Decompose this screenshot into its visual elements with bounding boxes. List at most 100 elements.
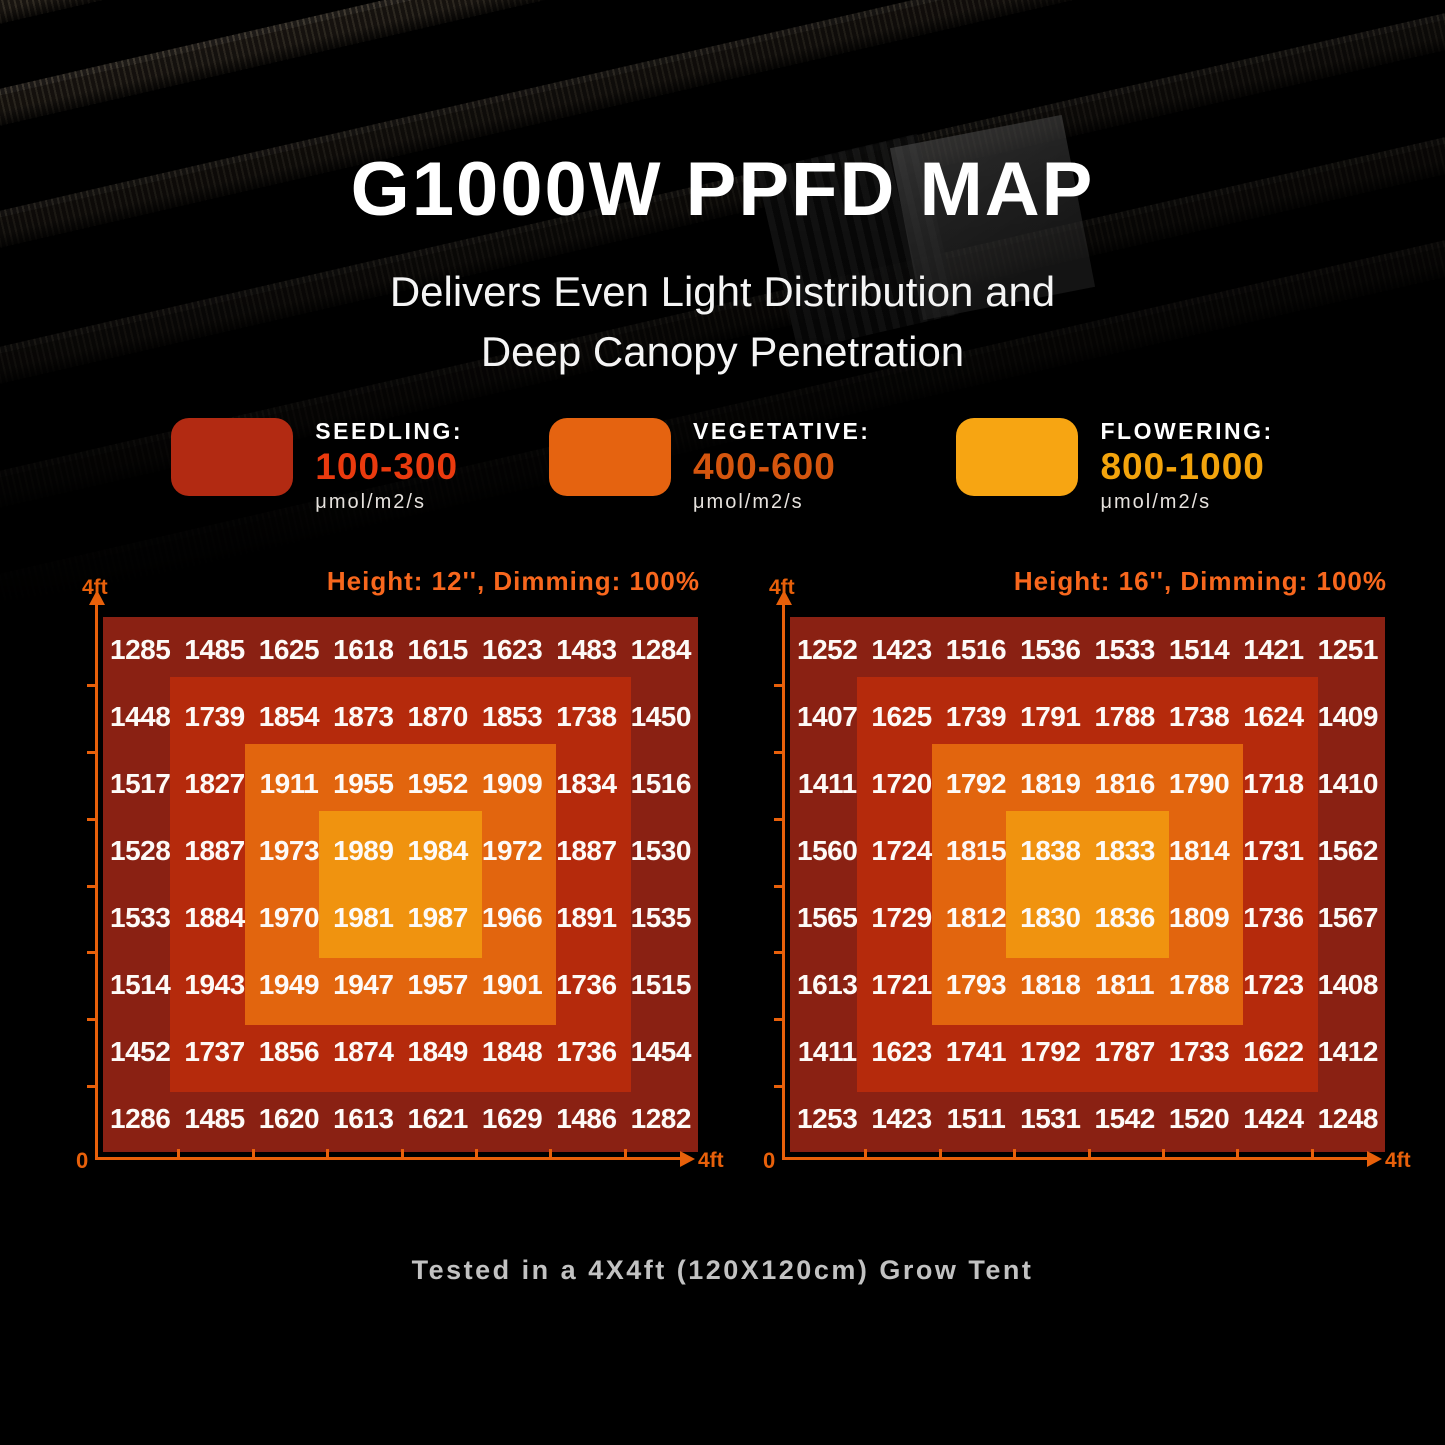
axis-tick (623, 1149, 627, 1157)
x-axis-origin-label: 0 (763, 1148, 776, 1173)
ppfd-value-cell: 1412 (1317, 1035, 1379, 1067)
ppfd-value-cell: 1874 (333, 1035, 394, 1067)
ppfd-heatmap-grid: 1252 1423 1516 1536 1533 1514 1421 1251 1407 1625… (790, 617, 1385, 1152)
ppfd-value-cell: 1720 (871, 768, 932, 800)
axis-tick (1236, 1149, 1240, 1157)
ppfd-value-cell: 1625 (258, 634, 320, 666)
ppfd-value-cell: 1450 (630, 701, 692, 733)
axis-tick (87, 884, 95, 888)
axis-tick (87, 1085, 95, 1089)
ppfd-value-cell: 1830 (1020, 901, 1081, 933)
ppfd-value-cell: 1452 (110, 1035, 171, 1067)
axis-tick (774, 951, 782, 955)
ppfd-value-cell: 1535 (630, 901, 692, 933)
ppfd-value-cell: 1787 (1094, 1035, 1156, 1067)
legend-item-flowering: FLOWERING: 800-1000 μmol/m2/s (956, 418, 1273, 514)
ppfd-value-cell: 1739 (184, 701, 245, 733)
ppfd-value-cell: 1788 (1094, 701, 1156, 733)
ppfd-value-cell: 1943 (184, 968, 245, 1000)
axis-tick (326, 1149, 330, 1157)
y-axis-arrow-icon (776, 590, 792, 605)
ppfd-value-cell: 1723 (1243, 968, 1304, 1000)
ppfd-value-cell: 1625 (871, 701, 932, 733)
heat-zone-center (1006, 810, 1169, 959)
legend-label: VEGETATIVE: (693, 418, 871, 444)
ppfd-value-cell: 1620 (258, 1102, 320, 1134)
axis-tick (774, 1018, 782, 1022)
axis-tick (774, 884, 782, 888)
ppfd-value-cell: 1516 (945, 634, 1007, 666)
ppfd-value-cell: 1741 (945, 1035, 1007, 1067)
ppfd-value-cell: 1613 (797, 968, 858, 1000)
seedling-color-swatch (171, 418, 294, 496)
y-axis-arrow-icon (89, 590, 105, 605)
ppfd-value-cell: 1511 (946, 1102, 1006, 1134)
axis-tick (774, 817, 782, 821)
x-axis-origin-label: 0 (76, 1148, 89, 1173)
y-axis-line (782, 602, 785, 1160)
ppfd-value-cell: 1565 (797, 901, 858, 933)
ppfd-value-cell: 1870 (407, 701, 469, 733)
axis-tick (474, 1149, 478, 1157)
heat-zone-center (319, 810, 482, 959)
legend-label: FLOWERING: (1100, 418, 1274, 444)
ppfd-value-cell: 1827 (184, 768, 245, 800)
ppfd-value-cell: 1972 (481, 835, 543, 867)
legend-item-vegetative: VEGETATIVE: 400-600 μmol/m2/s (549, 418, 870, 514)
ppfd-value-cell: 1788 (1168, 968, 1230, 1000)
axis-tick (774, 1085, 782, 1089)
ppfd-value-cell: 1629 (481, 1102, 543, 1134)
x-axis-max-label: 4ft (1385, 1149, 1411, 1172)
ppfd-value-cell: 1718 (1243, 768, 1304, 800)
page-title: G1000W PPFD MAP (350, 147, 1095, 232)
ppfd-value-cell: 1282 (630, 1102, 692, 1134)
ppfd-value-cell: 1738 (556, 701, 617, 733)
ppfd-value-cell: 1285 (110, 634, 171, 666)
axis-tick (1013, 1149, 1017, 1157)
ppfd-value-cell: 1966 (481, 901, 543, 933)
ppfd-value-cell: 1407 (797, 701, 858, 733)
ppfd-value-cell: 1731 (1243, 835, 1304, 867)
ppfd-value-cell: 1533 (1094, 634, 1156, 666)
x-axis-line (95, 1157, 682, 1160)
ppfd-value-cell: 1736 (556, 968, 617, 1000)
ppfd-value-cell: 1815 (945, 835, 1007, 867)
ppfd-value-cell: 1739 (945, 701, 1007, 733)
y-axis-ticks (87, 617, 95, 1152)
ppfd-value-cell: 1955 (333, 768, 394, 800)
ppfd-value-cell: 1873 (333, 701, 394, 733)
ppfd-value-cell: 1854 (258, 701, 320, 733)
ppfd-value-cell: 1818 (1020, 968, 1081, 1000)
subtitle-line-1: Delivers Even Light Distribution and (389, 268, 1056, 315)
ppfd-value-cell: 1567 (1317, 901, 1379, 933)
ppfd-value-cell: 1423 (871, 634, 932, 666)
axis-tick (177, 1149, 181, 1157)
legend-range: 400-600 (693, 446, 836, 487)
ppfd-value-cell: 1838 (1020, 835, 1081, 867)
axis-tick (400, 1149, 404, 1157)
ppfd-value-cell: 1891 (556, 901, 617, 933)
legend-text-block: SEEDLING: 100-300 μmol/m2/s (315, 418, 463, 514)
ppfd-value-cell: 1790 (1168, 768, 1230, 800)
legend-text-block: FLOWERING: 800-1000 μmol/m2/s (1100, 418, 1273, 514)
ppfd-value-cell: 1486 (556, 1102, 617, 1134)
legend-label: SEEDLING: (315, 418, 464, 444)
x-axis-max-label: 4ft (698, 1149, 724, 1172)
ppfd-value-cell: 1542 (1094, 1102, 1156, 1134)
ppfd-value-cell: 1252 (797, 634, 858, 666)
ppfd-value-cell: 1517 (110, 768, 171, 800)
ppfd-legend: SEEDLING: 100-300 μmol/m2/s VEGETATIVE: … (0, 418, 1445, 514)
ppfd-value-cell: 1421 (1243, 634, 1304, 666)
ppfd-value-cell: 1423 (871, 1102, 932, 1134)
ppfd-value-cell: 1911 (259, 768, 319, 800)
ppfd-value-cell: 1737 (184, 1035, 245, 1067)
ppfd-value-cell: 1724 (871, 835, 932, 867)
axis-tick (864, 1149, 868, 1157)
ppfd-value-cell: 1793 (945, 968, 1007, 1000)
legend-text-block: VEGETATIVE: 400-600 μmol/m2/s (693, 418, 870, 514)
ppfd-value-cell: 1884 (184, 901, 245, 933)
ppfd-value-cell: 1738 (1168, 701, 1230, 733)
ppfd-value-cell: 1408 (1317, 968, 1379, 1000)
ppfd-value-cell: 1791 (1020, 701, 1081, 733)
legend-unit: μmol/m2/s (1100, 491, 1212, 513)
